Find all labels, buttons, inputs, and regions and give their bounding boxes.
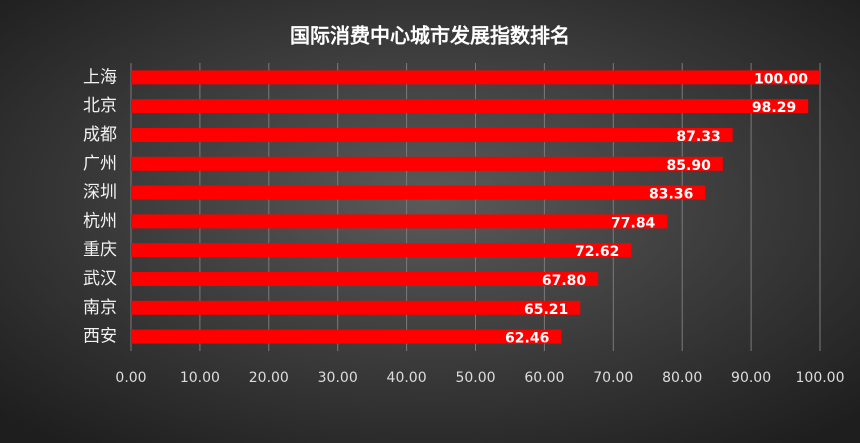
value-label: 62.46: [505, 331, 549, 347]
y-tick-label: 上海: [83, 67, 117, 87]
y-tick-label: 武汉: [83, 269, 117, 289]
value-label: 83.36: [649, 187, 693, 203]
value-label: 72.62: [575, 244, 619, 260]
y-tick-label: 北京: [83, 96, 117, 116]
x-tick-label: 10.00: [180, 370, 220, 386]
value-label: 100.00: [754, 71, 808, 87]
y-tick-label: 广州: [83, 154, 117, 174]
x-tick-label: 0.00: [115, 370, 146, 386]
bar: [131, 214, 668, 229]
value-label: 87.33: [676, 129, 720, 145]
chart-title: 国际消费中心城市发展指数排名: [290, 24, 570, 48]
value-label: 77.84: [611, 215, 656, 231]
x-tick-label: 20.00: [249, 370, 289, 386]
bar: [131, 300, 581, 315]
value-label: 85.90: [667, 158, 712, 174]
x-tick-label: 40.00: [387, 370, 427, 386]
y-tick-label: 成都: [83, 125, 117, 145]
x-tick-label: 30.00: [318, 370, 358, 386]
value-label: 67.80: [542, 273, 587, 289]
bar: [131, 243, 632, 258]
x-tick-label: 50.00: [455, 370, 495, 386]
y-tick-label: 西安: [83, 327, 117, 347]
bar: [131, 272, 599, 286]
bar: [131, 99, 809, 114]
x-tick-label: 90.00: [731, 370, 771, 386]
x-tick-label: 100.00: [796, 370, 845, 386]
x-tick-label: 70.00: [593, 370, 633, 386]
y-tick-label: 杭州: [83, 211, 117, 231]
bar: [131, 128, 733, 142]
x-tick-label: 60.00: [524, 370, 564, 386]
bar: [131, 185, 706, 200]
value-label: 65.21: [524, 302, 568, 318]
x-tick-label: 80.00: [662, 370, 702, 386]
y-tick-label: 南京: [83, 298, 117, 318]
bar: [131, 70, 820, 85]
bar: [131, 329, 562, 344]
bar: [131, 156, 723, 171]
y-tick-label: 重庆: [83, 240, 117, 260]
value-label: 98.29: [752, 100, 796, 116]
y-tick-label: 深圳: [83, 183, 117, 203]
